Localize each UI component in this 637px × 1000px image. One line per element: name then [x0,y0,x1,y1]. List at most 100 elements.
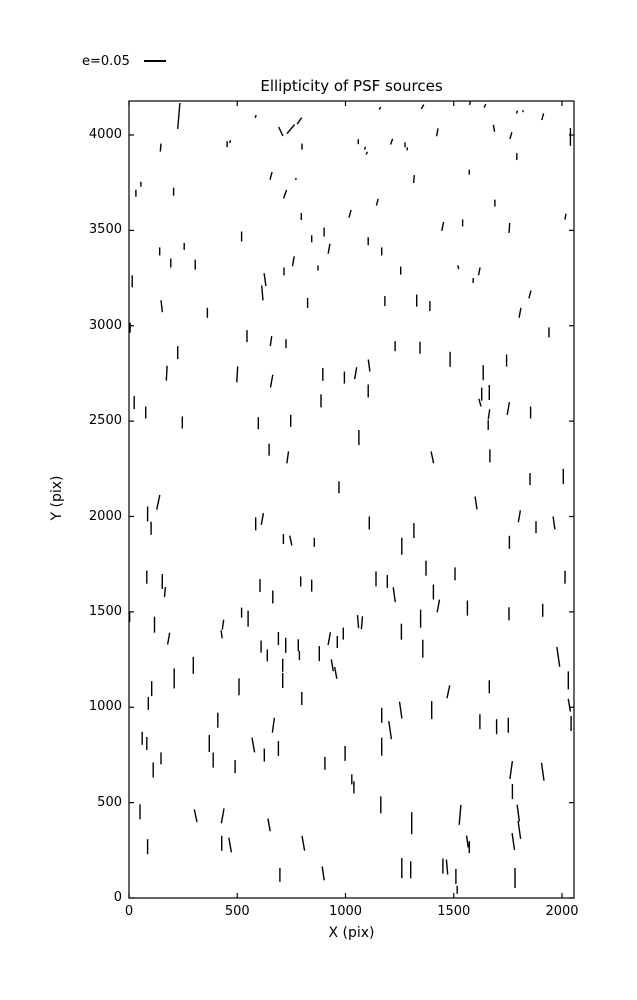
plot-frame [128,100,575,899]
psf-whisker [353,367,358,380]
psf-whisker [509,761,514,779]
psf-whisker [515,110,519,114]
psf-whisker [159,143,162,152]
psf-whisker [296,117,303,125]
psf-whisker [289,535,293,546]
x-tick-label: 500 [224,904,250,919]
psf-whisker [160,300,164,313]
y-tick-label: 0 [113,890,122,905]
axis-ticks [128,101,574,899]
psf-whisker [465,835,469,848]
psf-whisker [420,104,425,110]
psf-whisker [511,833,516,851]
x-tick-label: 0 [124,904,134,919]
chart-title: Ellipticity of PSF sources [260,77,443,95]
psf-whisker [516,804,521,822]
psf-whisker [483,103,487,108]
psf-whisker [509,132,513,140]
psf-whisker [165,365,168,381]
psf-whisker [348,209,352,218]
psf-whisker [166,632,171,645]
psf-whisker [251,737,256,753]
psf-whisker [286,124,296,135]
psf-whisker [269,171,273,180]
psf-whisker [363,146,367,150]
psf-whisker [286,451,290,464]
psf-whisker [261,285,264,301]
psf-whisker [327,243,331,254]
x-axis-label: X (pix) [328,925,375,941]
psf-whisker [334,666,338,679]
psf-whisker [506,401,511,416]
psf-whisker [478,398,482,407]
psf-whisker [291,256,295,267]
y-tick-label: 2000 [88,508,122,524]
psf-whisker [567,698,572,712]
y-tick-label: 3000 [88,317,122,333]
y-tick-label: 2500 [88,413,122,429]
psf-whisker [360,616,364,630]
psf-whisker [445,859,449,875]
psf-whisker [458,804,462,825]
psf-whisker [552,516,556,530]
psf-whisker [487,409,491,420]
psf-whisker [436,599,441,613]
psf-whisker [193,809,198,823]
psf-whisker [236,366,239,383]
y-tick-label: 500 [97,794,122,810]
psf-whisker [508,222,511,233]
psf-whisker [389,138,394,145]
legend-line-sample [143,60,166,62]
y-tick-label: 3500 [88,222,122,238]
psf-whisker [254,114,257,119]
psf-whisker [267,818,271,832]
psf-whisker [356,615,360,629]
psf-whisker [271,717,276,733]
psf-whisker [518,307,522,318]
psf-whisker [229,140,232,144]
psf-whisker [441,221,445,231]
psf-whisker [163,587,167,598]
psf-whisker [221,619,225,630]
psf-whisker [177,102,181,129]
x-tick-label: 1000 [328,904,363,919]
psf-whisker [278,126,284,137]
legend: e=0.05 [82,52,166,70]
psf-whisker [474,496,478,510]
y-tick-label: 1500 [88,603,122,619]
psf-whisker [430,451,435,464]
psf-whisker [528,290,532,299]
psf-whisker [435,128,439,137]
y-tick-label: 1000 [88,699,122,715]
psf-whisker [492,124,496,132]
psf-whisker [156,494,161,510]
psf-whisker [412,175,415,184]
psf-whisker [517,510,522,523]
psf-whisker [321,866,325,881]
psf-whisker [564,213,567,220]
psf-whisker [220,630,223,639]
psf-whisker [269,374,274,388]
psf-whisker [556,646,561,667]
psf-whisker [540,762,545,781]
psf-whisker [378,106,382,110]
psf-whiskers [128,100,572,894]
psf-whisker [457,265,460,270]
psf-whisker [263,273,267,287]
psf-whisker [327,632,332,646]
psf-whisker [220,808,225,824]
psf-whisker [392,587,396,603]
psf-whisker [367,359,371,372]
x-tick-label: 2000 [545,904,579,919]
psf-whisker [398,701,403,719]
psf-whisker [260,512,265,526]
psf-whisker [365,151,369,155]
psf-whisker [541,113,545,121]
y-tick-label: 4000 [88,127,122,142]
psf-whisker [282,189,288,199]
psf-whisker [330,659,334,672]
psf-whisker [388,721,393,740]
y-axis-label: Y (pix) [49,475,65,521]
